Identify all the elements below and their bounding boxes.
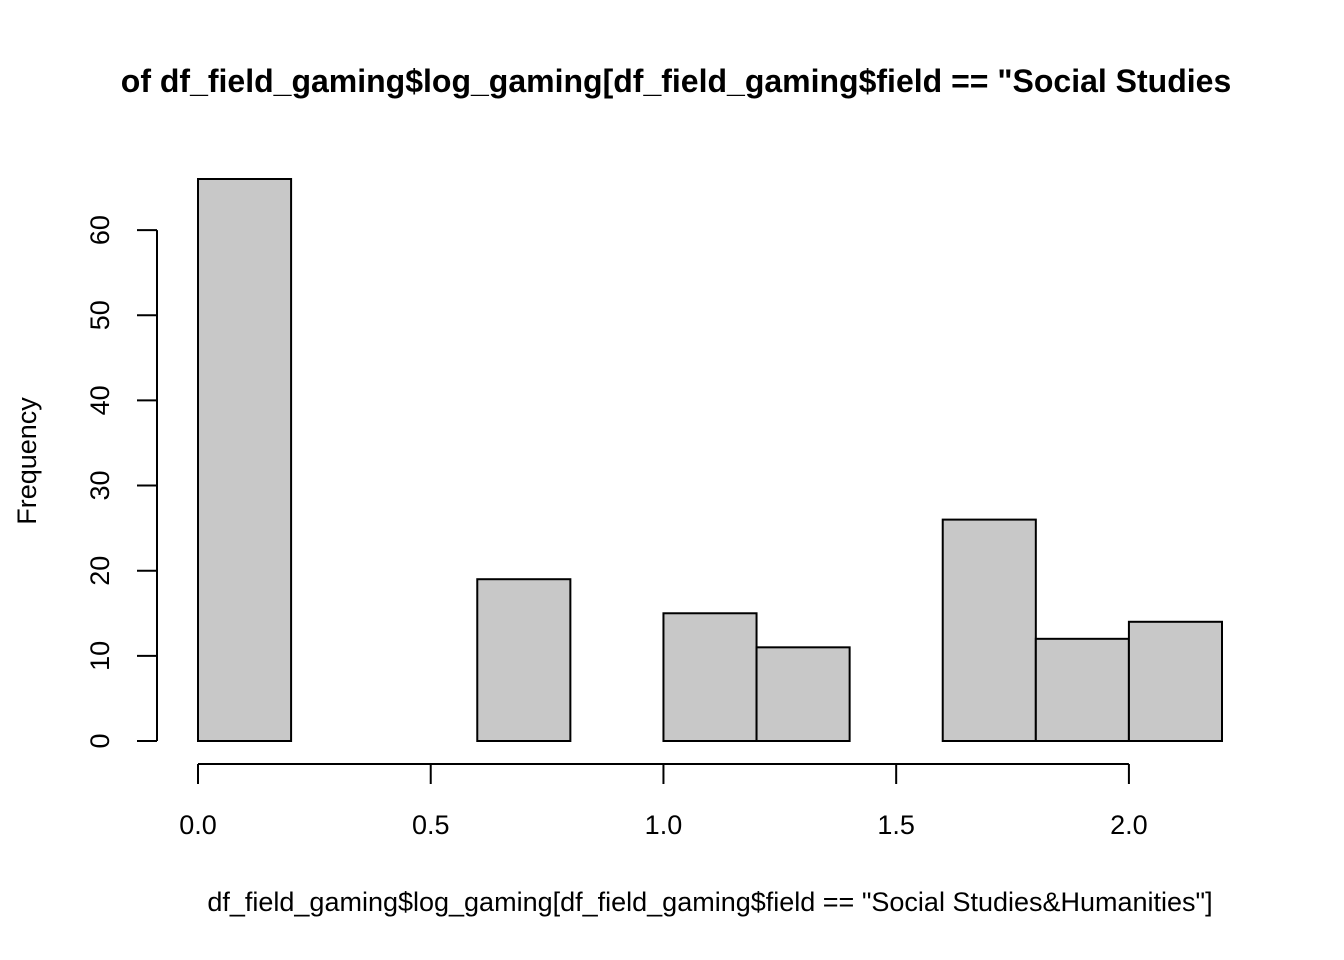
x-axis: 0.0 0.5 1.0 1.5 2.0 bbox=[179, 763, 1148, 840]
histogram-bar bbox=[755, 646, 851, 742]
y-axis-label: Frequency bbox=[12, 397, 42, 525]
y-tick-label: 60 bbox=[85, 215, 115, 245]
histogram-bar bbox=[1034, 637, 1130, 742]
y-axis: 0 10 20 30 40 50 60 bbox=[85, 215, 158, 749]
histogram-bar bbox=[941, 518, 1037, 743]
histogram-bar bbox=[1127, 620, 1223, 743]
x-tick-label: 0.0 bbox=[179, 810, 217, 840]
histogram-bar bbox=[662, 612, 758, 742]
histogram-bar bbox=[197, 178, 293, 742]
y-tick-label: 20 bbox=[85, 556, 115, 586]
histogram-bar bbox=[476, 578, 572, 742]
x-tick-label: 1.0 bbox=[645, 810, 683, 840]
y-tick-label: 0 bbox=[85, 733, 115, 748]
chart-title: of df_field_gaming$log_gaming[df_field_g… bbox=[121, 63, 1231, 99]
x-tick-label: 2.0 bbox=[1110, 810, 1148, 840]
x-tick-label: 0.5 bbox=[412, 810, 450, 840]
y-tick-label: 30 bbox=[85, 471, 115, 501]
x-tick-label: 1.5 bbox=[877, 810, 915, 840]
x-axis-label: df_field_gaming$log_gaming[df_field_gami… bbox=[207, 887, 1212, 917]
y-tick-label: 40 bbox=[85, 385, 115, 415]
y-tick-label: 50 bbox=[85, 300, 115, 330]
bars-group bbox=[197, 178, 1223, 743]
y-tick-label: 10 bbox=[85, 641, 115, 671]
